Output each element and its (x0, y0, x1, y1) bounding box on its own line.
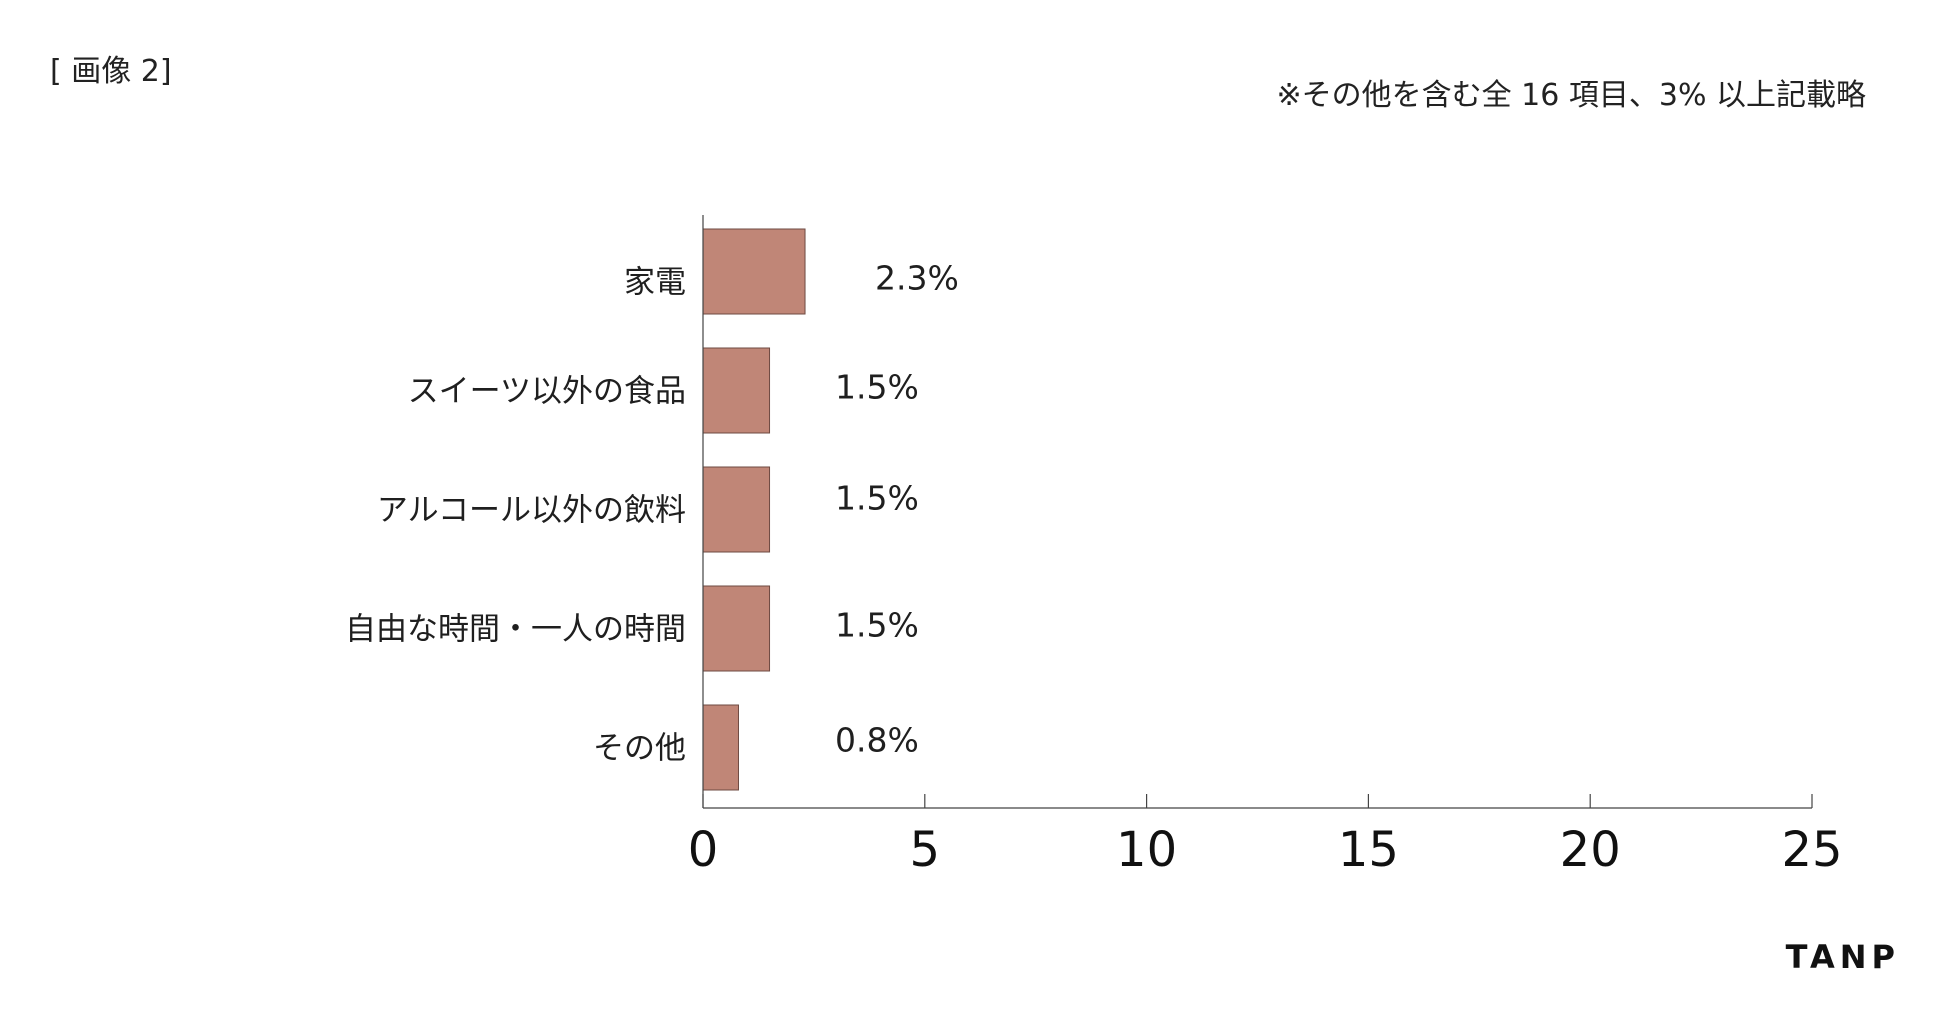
bars-layer (702, 228, 806, 791)
x-tick-label-5: 25 (1781, 822, 1842, 878)
bar-3 (702, 585, 771, 672)
category-label-3: 自由な時間・一人の時間 (345, 612, 686, 648)
value-label-4: 0.8% (835, 721, 919, 760)
x-tick-label-3: 15 (1338, 822, 1399, 878)
axes-layer (702, 215, 1813, 809)
x-tick-label-1: 5 (910, 822, 941, 878)
category-label-4: その他 (593, 731, 686, 767)
value-label-3: 1.5% (835, 606, 919, 645)
value-label-1: 1.5% (835, 368, 919, 407)
image-tag: [ 画像 2] (50, 54, 172, 89)
value-label-0: 2.3% (875, 259, 959, 298)
x-tick-label-0: 0 (688, 822, 719, 878)
bar-1 (702, 347, 771, 434)
footnote: ※その他を含む全 16 項目、3% 以上記載略 (1276, 78, 1866, 113)
x-tick-label-2: 10 (1116, 822, 1177, 878)
labels-layer: 家電 2.3% スイーツ以外の食品 1.5% アルコール以外の飲料 1.5% 自由な時間・一… (345, 259, 1843, 879)
value-label-2: 1.5% (835, 479, 919, 518)
bar-4 (702, 704, 739, 791)
bar-0 (702, 228, 806, 315)
bar-2 (702, 466, 771, 553)
category-label-2: アルコール以外の飲料 (377, 493, 686, 529)
category-label-1: スイーツ以外の食品 (408, 374, 686, 410)
x-tick-label-4: 20 (1560, 822, 1621, 878)
brand-logo: TANP (1785, 938, 1900, 976)
category-label-0: 家電 (624, 265, 686, 301)
